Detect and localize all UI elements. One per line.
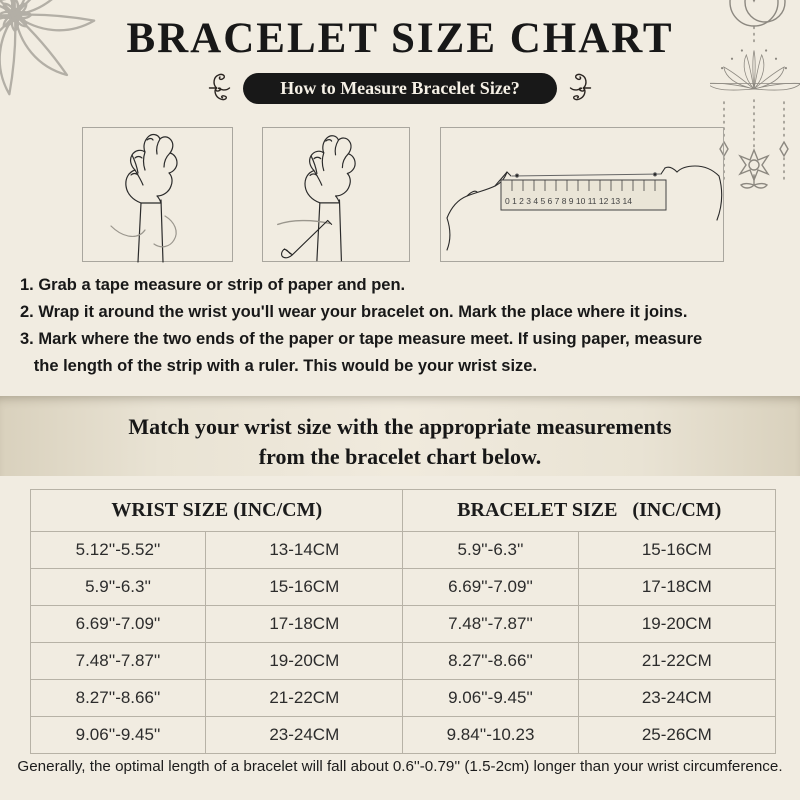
svg-text:0 1 2 3 4 5 6 7 8 9 10 11 12 1: 0 1 2 3 4 5 6 7 8 9 10 11 12 13 14 [505, 196, 632, 206]
